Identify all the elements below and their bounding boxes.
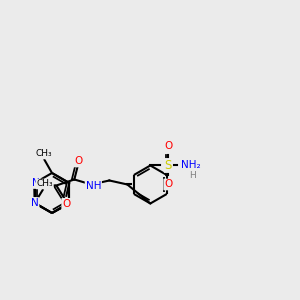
Text: NH₂: NH₂ bbox=[181, 160, 200, 170]
Text: N: N bbox=[29, 198, 37, 208]
Text: H: H bbox=[189, 171, 196, 180]
Text: O: O bbox=[164, 142, 172, 152]
Text: N: N bbox=[32, 178, 40, 188]
Text: CH₃: CH₃ bbox=[36, 149, 52, 158]
Text: S: S bbox=[165, 159, 172, 172]
Text: O: O bbox=[62, 199, 70, 209]
Text: O: O bbox=[164, 179, 172, 190]
Text: N: N bbox=[31, 198, 39, 208]
Text: CH₃: CH₃ bbox=[36, 179, 53, 188]
Text: O: O bbox=[74, 157, 82, 166]
Text: NH: NH bbox=[85, 182, 101, 191]
